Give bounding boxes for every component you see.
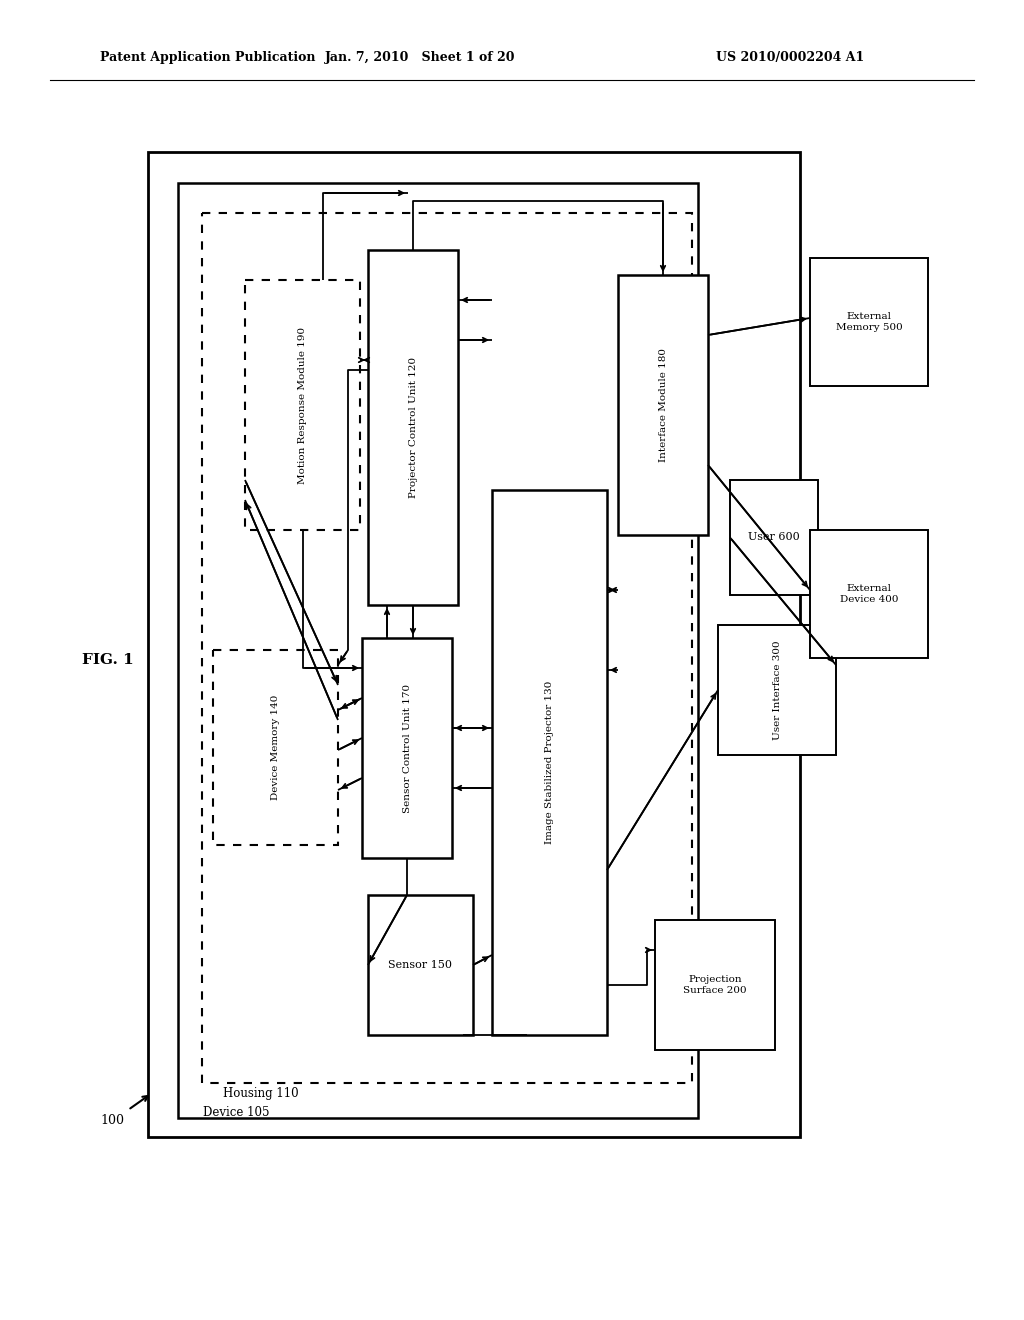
Text: 100: 100	[100, 1114, 124, 1126]
Text: Interface Module 180: Interface Module 180	[658, 348, 668, 462]
Bar	[810, 257, 928, 385]
Text: US 2010/0002204 A1: US 2010/0002204 A1	[716, 50, 864, 63]
Bar	[362, 638, 452, 858]
Text: Device Memory 140: Device Memory 140	[271, 694, 280, 800]
Text: Image Stabilized Projector 130: Image Stabilized Projector 130	[545, 681, 554, 845]
Text: FIG. 1: FIG. 1	[82, 653, 134, 667]
Text: Jan. 7, 2010   Sheet 1 of 20: Jan. 7, 2010 Sheet 1 of 20	[325, 50, 515, 63]
Text: Housing 110: Housing 110	[223, 1086, 299, 1100]
Text: External
Device 400: External Device 400	[840, 585, 898, 603]
Bar	[178, 183, 698, 1118]
Bar	[368, 249, 458, 605]
Bar	[810, 531, 928, 657]
Text: Sensor Control Unit 170: Sensor Control Unit 170	[402, 684, 412, 813]
Text: Projection
Surface 200: Projection Surface 200	[683, 975, 746, 995]
Text: Motion Response Module 190: Motion Response Module 190	[298, 326, 307, 483]
Bar	[148, 152, 800, 1137]
Bar	[730, 480, 818, 595]
Text: User 600: User 600	[749, 532, 800, 543]
Bar	[492, 490, 607, 1035]
Text: Device 105: Device 105	[203, 1106, 269, 1119]
Bar	[655, 920, 775, 1049]
Bar	[368, 895, 473, 1035]
Text: External
Memory 500: External Memory 500	[836, 313, 902, 331]
Text: Patent Application Publication: Patent Application Publication	[100, 50, 315, 63]
Bar	[245, 280, 360, 531]
Text: Projector Control Unit 120: Projector Control Unit 120	[409, 356, 418, 498]
Bar	[213, 649, 338, 845]
Text: Sensor 150: Sensor 150	[388, 960, 453, 970]
Bar	[202, 213, 692, 1082]
Bar	[718, 624, 836, 755]
Bar	[618, 275, 708, 535]
Text: User Interface 300: User Interface 300	[772, 640, 781, 739]
